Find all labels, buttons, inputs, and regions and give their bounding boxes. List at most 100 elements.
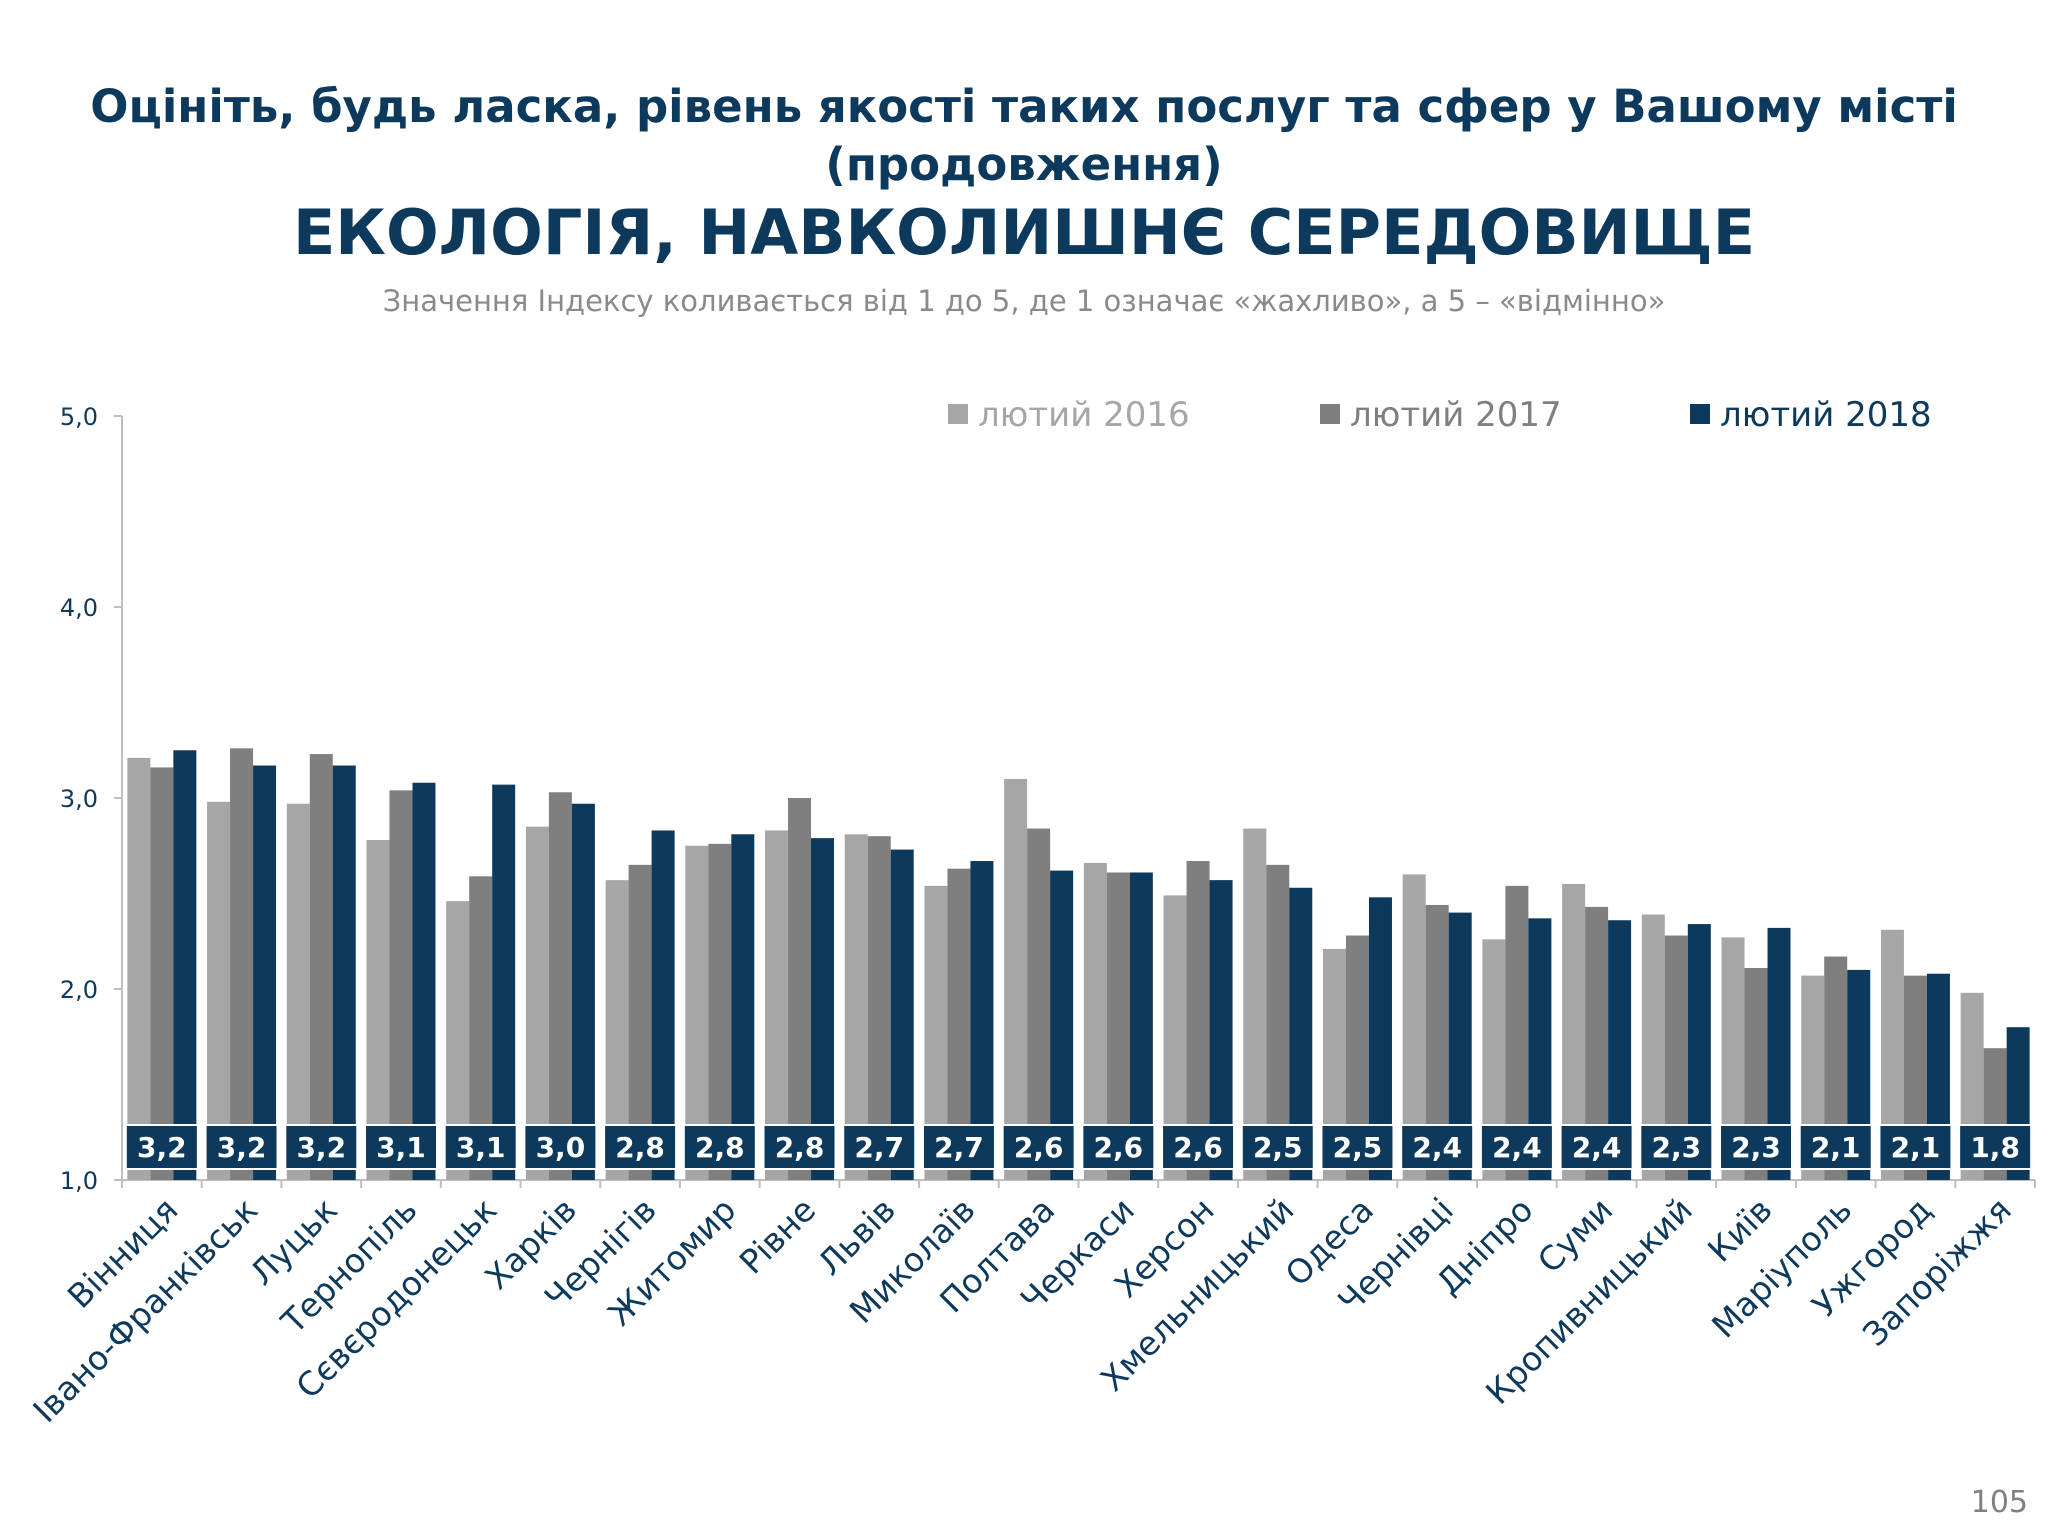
bar-2016: [1721, 937, 1745, 1180]
legend-label: лютий 2017: [1350, 395, 1562, 435]
legend-label: лютий 2016: [978, 395, 1190, 435]
data-label: 3,1: [456, 1131, 506, 1164]
bar-2018: [1368, 897, 1392, 1180]
page-title: Оцініть, будь ласка, рівень якості таких…: [90, 80, 1958, 133]
data-label: 2,8: [695, 1131, 745, 1164]
bar-2016: [685, 845, 709, 1180]
bar-2018: [412, 782, 436, 1180]
legend-label: лютий 2018: [1720, 395, 1932, 435]
bar-2018: [731, 834, 755, 1180]
bar-2016: [765, 830, 789, 1180]
bar-2018: [811, 838, 835, 1180]
data-label-box: [762, 1124, 837, 1170]
bar-2016: [844, 834, 868, 1180]
data-label: 2,3: [1652, 1131, 1702, 1164]
bar-2016: [1083, 862, 1107, 1180]
data-label-box: [1240, 1124, 1315, 1170]
bar-2017: [1425, 904, 1449, 1180]
data-label-box: [1958, 1124, 2033, 1170]
bar-2017: [469, 876, 493, 1180]
data-label: 2,6: [1173, 1131, 1223, 1164]
bar-2018: [332, 765, 356, 1180]
bar-2016: [924, 885, 948, 1180]
data-label-box: [1161, 1124, 1236, 1170]
data-label: 2,7: [934, 1131, 984, 1164]
data-label: 2,4: [1492, 1131, 1542, 1164]
bar-2016: [1004, 778, 1028, 1180]
bar-2016: [525, 826, 549, 1180]
bar-2016: [1482, 939, 1506, 1180]
data-label: 3,2: [217, 1131, 267, 1164]
data-label: 2,8: [615, 1131, 665, 1164]
bar-2017: [1186, 861, 1210, 1180]
bar-2016: [207, 801, 231, 1180]
bar-2016: [1562, 883, 1586, 1180]
bar-2016: [1322, 948, 1346, 1180]
bar-2016: [1641, 914, 1665, 1180]
data-label-box: [1719, 1124, 1794, 1170]
data-label-box: [1001, 1124, 1076, 1170]
data-label: 2,1: [1811, 1131, 1861, 1164]
bar-2018: [173, 750, 197, 1180]
data-label-box: [682, 1124, 757, 1170]
data-label: 2,8: [775, 1131, 825, 1164]
y-tick-label: 5,0: [60, 403, 98, 431]
bar-2018: [253, 765, 277, 1180]
bar-2017: [1505, 885, 1529, 1180]
data-label: 2,5: [1253, 1131, 1303, 1164]
data-label-box: [1639, 1124, 1714, 1170]
bar-2017: [1027, 828, 1051, 1180]
bar-2017: [389, 790, 413, 1180]
data-label-box: [523, 1124, 598, 1170]
bar-2017: [1345, 935, 1369, 1180]
data-label-box: [842, 1124, 917, 1170]
bar-2018: [492, 784, 516, 1180]
bar-2017: [548, 792, 572, 1180]
data-label: 3,1: [376, 1131, 426, 1164]
data-label: 2,6: [1014, 1131, 1064, 1164]
data-label: 2,4: [1572, 1131, 1622, 1164]
data-label-box: [1878, 1124, 1953, 1170]
bar-2018: [1209, 880, 1233, 1180]
bar-2016: [1402, 874, 1426, 1180]
legend-swatch: [948, 404, 968, 424]
bar-2016: [605, 880, 629, 1180]
data-label: 2,4: [1412, 1131, 1462, 1164]
y-tick-label: 1,0: [60, 1167, 98, 1195]
data-label-box: [1400, 1124, 1475, 1170]
data-label-box: [363, 1124, 438, 1170]
bar-2018: [1767, 927, 1791, 1180]
page-number: 105: [1970, 1485, 2028, 1520]
data-label-box: [921, 1124, 996, 1170]
bar-2016: [286, 803, 310, 1180]
data-label-box: [1479, 1124, 1554, 1170]
data-label-box: [1559, 1124, 1634, 1170]
x-category-label: Рівне: [732, 1190, 824, 1282]
bar-2017: [788, 798, 812, 1180]
data-label: 2,7: [854, 1131, 904, 1164]
data-label-box: [603, 1124, 678, 1170]
bar-2017: [230, 748, 254, 1180]
bar-2016: [1163, 895, 1187, 1180]
data-label: 2,6: [1094, 1131, 1144, 1164]
data-label-box: [1798, 1124, 1873, 1170]
bar-2017: [867, 836, 891, 1180]
legend-swatch: [1320, 404, 1340, 424]
bar-2018: [1608, 920, 1632, 1180]
bar-2017: [947, 868, 971, 1180]
data-label-box: [1081, 1124, 1156, 1170]
bar-2018: [1050, 870, 1074, 1180]
data-label: 3,2: [137, 1131, 187, 1164]
y-tick-label: 2,0: [60, 976, 98, 1004]
data-label-box: [204, 1124, 279, 1170]
y-tick-label: 4,0: [60, 594, 98, 622]
page-title-continuation: (продовження): [825, 138, 1223, 191]
bar-2016: [1243, 828, 1267, 1180]
bar-2018: [1448, 912, 1472, 1180]
bar-2016: [127, 757, 151, 1180]
data-label-box: [124, 1124, 199, 1170]
data-label-box: [1320, 1124, 1395, 1170]
bar-2016: [1880, 929, 1904, 1180]
data-label: 1,8: [1970, 1131, 2020, 1164]
